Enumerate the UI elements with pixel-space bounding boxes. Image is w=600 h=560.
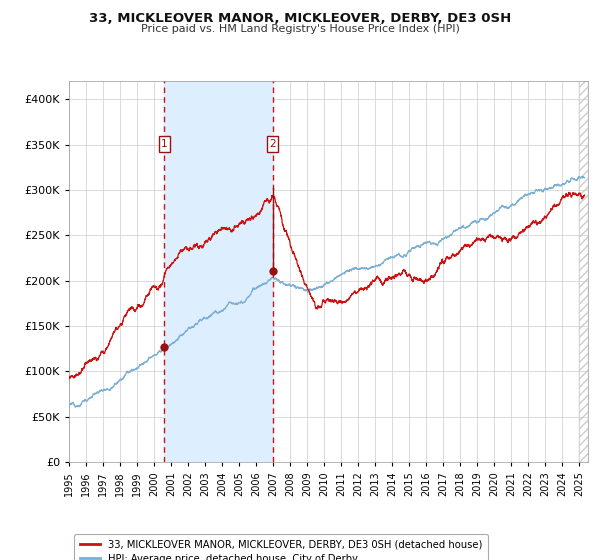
Text: 1: 1 (161, 139, 168, 149)
Text: Price paid vs. HM Land Registry's House Price Index (HPI): Price paid vs. HM Land Registry's House … (140, 24, 460, 34)
Text: 2: 2 (269, 139, 276, 149)
Text: 33, MICKLEOVER MANOR, MICKLEOVER, DERBY, DE3 0SH: 33, MICKLEOVER MANOR, MICKLEOVER, DERBY,… (89, 12, 511, 25)
Legend: 33, MICKLEOVER MANOR, MICKLEOVER, DERBY, DE3 0SH (detached house), HPI: Average : 33, MICKLEOVER MANOR, MICKLEOVER, DERBY,… (74, 534, 488, 560)
Bar (164, 81, 272, 462)
